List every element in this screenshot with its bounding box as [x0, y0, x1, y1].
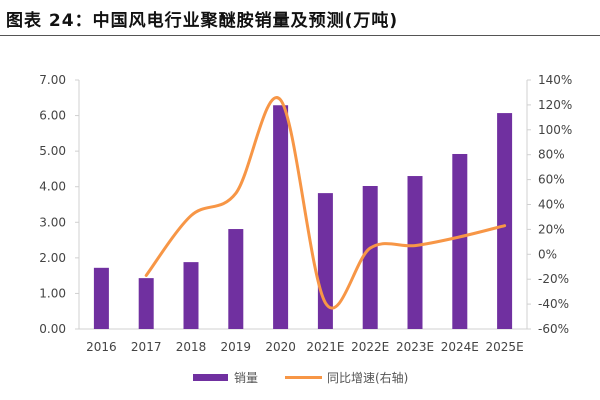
x-tick-label: 2021E	[306, 340, 344, 354]
left-tick-label: 1.00	[39, 286, 66, 300]
right-tick-label: 140%	[538, 73, 572, 87]
right-tick-label: 100%	[538, 123, 572, 137]
right-tick-label: 60%	[538, 173, 565, 187]
growth-line	[144, 96, 507, 310]
x-tick-label: 2019	[221, 340, 252, 354]
right-tick-label: -20%	[538, 272, 569, 286]
bar-2023E	[407, 176, 423, 329]
left-tick-label: 3.00	[39, 215, 66, 229]
right-tick-label: -60%	[538, 322, 569, 336]
left-tick-label: 7.00	[39, 73, 66, 87]
x-tick-label: 2025E	[486, 340, 524, 354]
legend-bar-swatch	[193, 374, 228, 381]
legend-line-label: 同比增速(右轴)	[327, 370, 408, 385]
right-tick-label: 80%	[538, 148, 565, 162]
bar-2017	[138, 278, 154, 329]
x-tick-label: 2020	[265, 340, 296, 354]
title-divider	[0, 35, 600, 36]
left-tick-label: 2.00	[39, 251, 66, 265]
bar-2025E	[497, 113, 513, 330]
left-tick-label: 4.00	[39, 180, 66, 194]
x-tick-label: 2024E	[441, 340, 479, 354]
left-tick-label: 0.00	[39, 322, 66, 336]
chart-title: 图表 24：中国风电行业聚醚胺销量及预测(万吨)	[6, 11, 399, 31]
left-tick-label: 5.00	[39, 144, 66, 158]
bar-2019	[228, 229, 244, 329]
left-tick-label: 6.00	[39, 109, 66, 123]
x-tick-label: 2018	[176, 340, 207, 354]
bar-2024E	[452, 153, 468, 329]
right-tick-label: 120%	[538, 98, 572, 112]
bar-2022E	[362, 186, 378, 329]
x-tick-label: 2022E	[351, 340, 389, 354]
bar-2018	[183, 262, 199, 329]
right-tick-label: 20%	[538, 222, 565, 236]
bar-2020	[273, 105, 289, 330]
x-tick-label: 2023E	[396, 340, 434, 354]
right-tick-label: 40%	[538, 198, 565, 212]
right-tick-label: 0%	[538, 247, 557, 261]
legend-bar-label: 销量	[234, 371, 258, 385]
x-tick-label: 2017	[131, 340, 162, 354]
right-tick-label: -40%	[538, 297, 569, 311]
x-tick-label: 2016	[86, 340, 117, 354]
bar-2016	[93, 267, 109, 329]
